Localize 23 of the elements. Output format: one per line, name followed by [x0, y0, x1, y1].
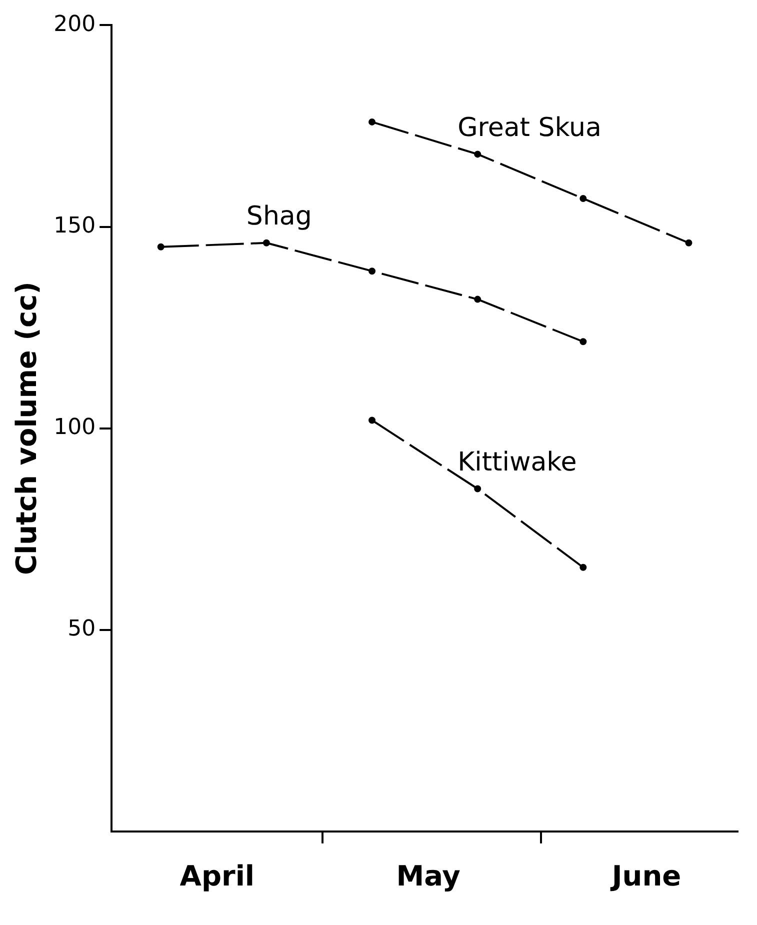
- point: [474, 485, 482, 492]
- point: [368, 416, 376, 424]
- series-label: Shag: [246, 202, 312, 232]
- point: [580, 338, 587, 346]
- point: [157, 243, 164, 250]
- point: [580, 195, 587, 202]
- x-tick-label: May: [396, 859, 460, 892]
- x-tick-label: April: [180, 859, 255, 892]
- x-tick-label: June: [610, 859, 682, 892]
- point: [580, 564, 587, 571]
- series-label: Great Skua: [458, 112, 602, 143]
- point: [474, 150, 482, 158]
- y-axis-title: Clutch volume (cc): [10, 282, 44, 576]
- point: [262, 239, 270, 246]
- point: [474, 296, 482, 303]
- y-tick-label: 50: [68, 616, 96, 642]
- point: [368, 118, 376, 126]
- point: [368, 268, 376, 275]
- point: [685, 239, 692, 246]
- y-tick-label: 150: [54, 213, 96, 238]
- y-tick-label: 200: [54, 12, 96, 37]
- y-tick-label: 100: [54, 415, 96, 440]
- series-label: Kittiwake: [458, 448, 577, 478]
